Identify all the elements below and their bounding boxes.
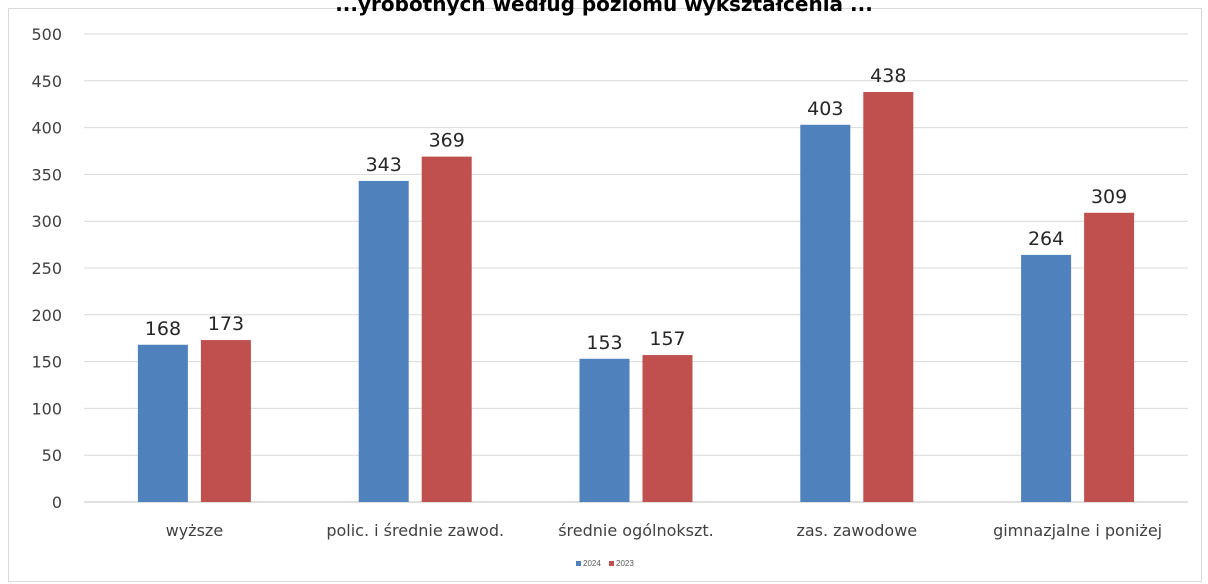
data-label: 168 <box>145 318 181 340</box>
x-tick-label: zas. zawodowe <box>796 521 917 540</box>
data-label: 153 <box>586 332 622 354</box>
data-labels: 168 173 343 369 153 157 403 438 264 309 <box>145 65 1127 354</box>
y-tick-label: 250 <box>31 259 62 278</box>
bar-2024 <box>800 124 851 503</box>
y-tick-label: 100 <box>31 399 62 418</box>
data-label: 369 <box>429 130 465 152</box>
bar-2024 <box>137 344 188 502</box>
bar-2023 <box>863 92 914 503</box>
x-tick-label: gimnazjalne i poniżej <box>993 521 1162 540</box>
legend-swatch <box>576 561 581 566</box>
x-axis-labels: wyższe polic. i średnie zawod. średnie ogó… <box>166 521 1162 540</box>
bar-2024 <box>579 358 630 502</box>
y-tick-label: 150 <box>31 353 62 372</box>
legend: 2024 2023 <box>576 559 634 568</box>
data-label: 343 <box>366 154 402 176</box>
x-tick-label: wyższe <box>166 521 224 540</box>
legend-label: 2023 <box>616 559 634 568</box>
data-label: 438 <box>870 65 906 87</box>
bar-2023 <box>642 355 693 502</box>
legend-swatch <box>609 561 614 566</box>
bar-2023 <box>1084 212 1135 502</box>
chart-frame <box>8 8 1202 582</box>
x-tick-label: średnie ogólnokszt. <box>558 521 714 540</box>
bar-2024 <box>1021 254 1072 502</box>
bar-2023 <box>421 156 472 502</box>
y-tick-label: 50 <box>42 446 62 465</box>
y-axis-ticks: 0 50 100 150 200 250 300 350 400 450 500 <box>31 25 62 512</box>
bar-2023 <box>200 340 251 502</box>
y-tick-label: 500 <box>31 25 62 44</box>
bar-2024 <box>358 180 409 502</box>
gridlines <box>84 33 1188 503</box>
data-label: 403 <box>807 98 843 120</box>
data-label: 173 <box>208 313 244 335</box>
y-tick-label: 0 <box>52 493 62 512</box>
data-label: 157 <box>649 328 685 350</box>
y-tick-label: 300 <box>31 212 62 231</box>
y-tick-label: 400 <box>31 119 62 138</box>
legend-label: 2024 <box>583 559 601 568</box>
y-tick-label: 350 <box>31 165 62 184</box>
data-label: 264 <box>1028 228 1064 250</box>
x-tick-label: polic. i średnie zawod. <box>326 521 504 540</box>
bars <box>137 92 1135 503</box>
data-label: 309 <box>1091 186 1127 208</box>
y-tick-label: 450 <box>31 72 62 91</box>
y-tick-label: 200 <box>31 306 62 325</box>
chart-title: ...yrobotnych według poziomu wykształcen… <box>335 0 873 16</box>
